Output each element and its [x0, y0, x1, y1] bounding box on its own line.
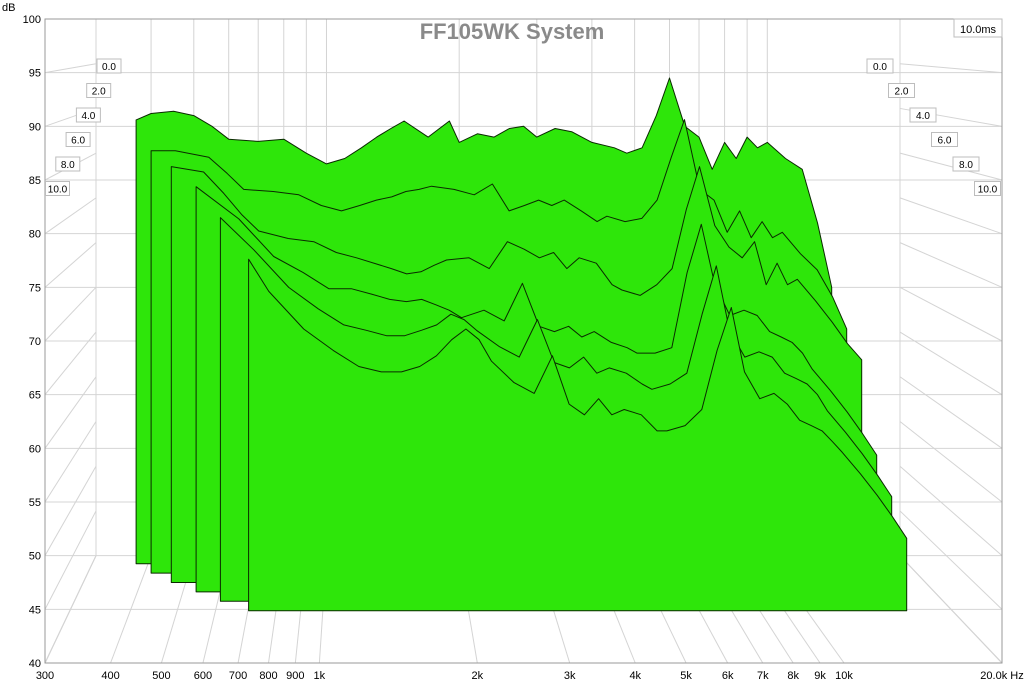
wall-gridline: [44, 242, 97, 288]
time-label-right: 8.0: [952, 156, 980, 172]
wall-gridline: [899, 421, 1003, 503]
wall-gridline: [899, 331, 1003, 396]
wall-gridline: [899, 510, 1003, 610]
x-tick-label: 1k: [314, 670, 326, 682]
time-label-left: 2.0: [86, 83, 112, 98]
y-tick-label: 65: [29, 390, 41, 402]
svg-text:6.0: 6.0: [938, 136, 952, 147]
x-tick-label: 20.0k Hz: [980, 670, 1023, 682]
decay-slice-10.0ms: [248, 258, 908, 612]
y-tick-label: 55: [29, 497, 41, 509]
x-tick-label: 7k: [757, 670, 769, 682]
y-tick-label: 40: [29, 658, 41, 670]
wall-gridline: [899, 286, 1003, 342]
time-label-left: 0.0: [96, 58, 122, 74]
x-tick-label: 2k: [471, 670, 483, 682]
svg-text:0.0: 0.0: [873, 62, 887, 73]
x-tick-label: 900: [286, 670, 304, 682]
floor-gridline: [110, 555, 152, 664]
y-tick-label: 85: [29, 175, 41, 187]
wall-gridline: [44, 63, 97, 74]
x-tick-label: 400: [101, 670, 119, 682]
time-label-right: 0.0: [866, 58, 894, 74]
y-tick-label: 100: [23, 14, 41, 26]
y-tick-label: 75: [29, 282, 41, 294]
time-label-right: 6.0: [931, 132, 958, 147]
wall-gridline: [899, 376, 1003, 449]
svg-text:8.0: 8.0: [61, 160, 75, 171]
x-tick-label: 10k: [835, 670, 853, 682]
time-readout: 10.0ms: [953, 18, 1003, 38]
y-tick-label: 50: [29, 551, 41, 563]
x-tick-label: 6k: [722, 670, 734, 682]
wall-gridline: [44, 331, 97, 395]
time-label-left: 6.0: [65, 132, 91, 147]
x-tick-label: 700: [229, 670, 247, 682]
wall-gridline: [44, 197, 97, 235]
y-tick-label: 90: [29, 121, 41, 133]
svg-text:10.0: 10.0: [978, 185, 998, 196]
chart-title: FF105WK System: [420, 19, 605, 44]
time-label-right: 10.0: [974, 181, 1001, 196]
x-tick-label: 5k: [680, 670, 692, 682]
wall-gridline: [44, 376, 97, 449]
wall-gridline: [44, 465, 97, 556]
x-tick-label: 800: [259, 670, 277, 682]
x-tick-label: 4k: [629, 670, 641, 682]
plot-frame: [44, 18, 1003, 664]
time-label-left: 8.0: [55, 156, 81, 172]
time-label-right: 4.0: [909, 107, 937, 123]
svg-text:2.0: 2.0: [895, 87, 909, 98]
y-tick-label: 95: [29, 68, 41, 80]
wall-gridline: [44, 555, 97, 664]
wall-gridline: [44, 421, 97, 503]
wall-gridline: [899, 152, 1003, 181]
wall-gridline: [899, 63, 1003, 74]
svg-text:2.0: 2.0: [92, 87, 106, 98]
svg-text:10.0: 10.0: [48, 185, 68, 196]
time-label-left: 4.0: [75, 107, 101, 123]
wall-gridline: [899, 197, 1003, 235]
y-tick-label: 45: [29, 604, 41, 616]
x-tick-label: 8k: [787, 670, 799, 682]
waterfall-slices: [135, 77, 908, 612]
x-tick-label: 300: [36, 670, 54, 682]
x-tick-label: 9k: [814, 670, 826, 682]
svg-text:4.0: 4.0: [916, 111, 930, 122]
svg-text:6.0: 6.0: [71, 136, 85, 147]
y-tick-label: 80: [29, 229, 41, 241]
time-label-left: 10.0: [45, 181, 70, 196]
y-tick-label: 60: [29, 443, 41, 455]
x-tick-label: 500: [152, 670, 170, 682]
x-tick-label: 600: [194, 670, 212, 682]
y-tick-label: 70: [29, 336, 41, 348]
wall-gridline: [44, 286, 97, 342]
svg-text:0.0: 0.0: [102, 62, 116, 73]
time-readout-label: 10.0ms: [960, 24, 997, 36]
svg-text:4.0: 4.0: [81, 111, 95, 122]
wall-gridline: [899, 242, 1003, 288]
svg-text:8.0: 8.0: [959, 160, 973, 171]
wall-gridline: [44, 510, 97, 610]
wall-gridline: [899, 555, 1003, 664]
time-label-right: 2.0: [888, 83, 915, 98]
wall-gridline: [899, 465, 1003, 557]
x-tick-label: 3k: [564, 670, 576, 682]
y-axis-unit-label: dB: [2, 2, 15, 14]
